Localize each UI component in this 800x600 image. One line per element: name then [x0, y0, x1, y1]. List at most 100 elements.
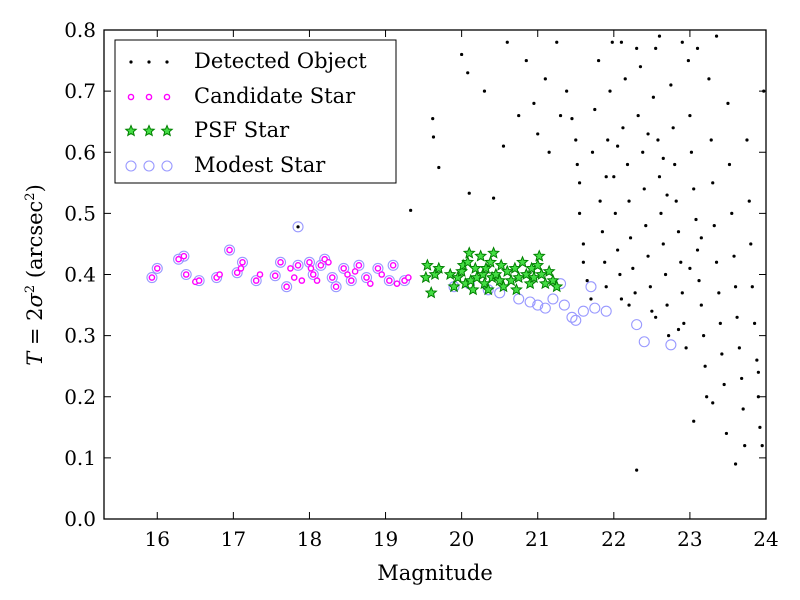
detected-object-point — [684, 346, 688, 350]
detected-object-point — [612, 175, 616, 179]
candidate-star-point — [290, 274, 298, 281]
x-tick-label: 24 — [753, 527, 778, 551]
y-axis-title-var: T — [23, 350, 47, 366]
candidate-star-point — [386, 277, 393, 284]
detected-object-point — [688, 266, 692, 270]
modest-star-point — [250, 275, 262, 287]
psf-star-point — [535, 267, 549, 281]
candidate-star-point — [325, 258, 332, 266]
modest-star-point — [180, 268, 192, 281]
y-axis-title-unit-open: (arcsec — [23, 201, 47, 285]
detected-object-point — [641, 150, 645, 154]
detected-object-point — [741, 407, 745, 411]
y-tick-label: 0.7 — [64, 79, 96, 103]
x-axis-title: Magnitude — [377, 561, 493, 585]
legend-marker-psf-star — [160, 124, 174, 137]
points-layer — [146, 34, 766, 472]
x-tick-label: 16 — [145, 527, 170, 551]
detected-object-point — [627, 199, 631, 203]
modest-star-point — [631, 319, 643, 331]
detected-object-point — [644, 224, 648, 228]
psf-star-point — [512, 270, 526, 284]
modest-star-point — [372, 262, 384, 274]
modest-star-point — [558, 299, 570, 311]
modest-star-point — [224, 244, 236, 256]
detected-object-point — [717, 291, 721, 295]
modest-star-point — [269, 270, 281, 282]
detected-object-point — [638, 65, 643, 69]
candidate-star-point — [294, 262, 302, 269]
candidate-star-point — [252, 277, 260, 284]
detected-object-point — [674, 199, 678, 203]
detected-object-point — [661, 156, 665, 160]
candidate-star-point — [175, 255, 182, 263]
detected-object-point — [575, 162, 579, 167]
candidate-star-point — [367, 280, 374, 287]
candidate-star-point — [340, 265, 347, 272]
modest-star-point — [665, 339, 677, 351]
detected-object-point — [722, 382, 726, 387]
legend-marker-psf-star — [124, 124, 138, 137]
psf-star-point — [420, 258, 434, 271]
psf-star-point — [487, 246, 501, 259]
psf-star-point — [538, 276, 552, 290]
detected-object-point — [732, 254, 736, 258]
detected-object-point — [663, 272, 668, 277]
detected-object-point — [699, 236, 703, 240]
x-tick-label: 17 — [221, 527, 246, 551]
candidate-star-point — [195, 277, 203, 284]
modest-star-point — [524, 296, 536, 308]
detected-object-point — [680, 291, 684, 295]
modest-star-point — [600, 305, 612, 317]
detected-object-point — [604, 285, 608, 289]
y-tick-label: 0.2 — [64, 385, 96, 409]
detected-object-point — [409, 208, 413, 212]
legend-markers — [124, 60, 174, 172]
detected-object-point — [600, 230, 605, 234]
detected-object-point — [720, 352, 724, 356]
detected-object-point — [606, 138, 610, 142]
detected-object-point — [558, 113, 563, 118]
psf-star-point — [466, 282, 480, 296]
detected-object-point — [547, 150, 551, 154]
y-tick-label: 0.3 — [64, 324, 96, 348]
modest-star-point — [577, 305, 589, 317]
detected-object-point — [574, 138, 578, 142]
detected-object-point — [501, 144, 506, 148]
x-tick-label: 19 — [373, 527, 398, 551]
candidate-star-point — [287, 265, 294, 272]
modest-star-point — [211, 272, 223, 284]
psf-star-point — [474, 249, 488, 262]
detected-object-point — [467, 191, 471, 195]
detected-object-point — [654, 315, 658, 319]
plot-area — [146, 34, 766, 472]
y-axis-title-unit-sup: 2 — [23, 192, 38, 200]
y-tick-label: 0.5 — [64, 201, 96, 225]
detected-object-point — [431, 117, 435, 121]
detected-object-point — [694, 217, 698, 222]
detected-object-point — [650, 309, 654, 313]
modest-star-point — [494, 287, 506, 299]
psf-star-point — [428, 267, 442, 281]
detected-object-point — [581, 242, 585, 246]
detected-object-point — [758, 425, 762, 429]
detected-object-point — [631, 266, 635, 270]
legend-marker-modest-star — [125, 160, 137, 172]
detected-object-point — [598, 199, 602, 203]
candidate-star-point — [226, 246, 233, 254]
modest-star-point — [547, 293, 559, 305]
detected-object-point — [727, 162, 732, 167]
detected-object-point — [621, 126, 625, 130]
legend-marker-candidate-star — [163, 93, 171, 101]
y-axis-title: T = 2σ2 (arcsec2) — [23, 184, 47, 366]
detected-object-point — [466, 71, 470, 75]
detected-object-point — [676, 327, 681, 332]
x-tick-label: 23 — [677, 527, 702, 551]
y-tick-label: 0.6 — [64, 140, 96, 164]
candidate-star-point — [277, 258, 284, 266]
detected-object-point — [437, 165, 441, 170]
psf-star-point — [531, 258, 545, 271]
psf-star-point — [451, 270, 465, 284]
detected-object-point — [733, 462, 738, 466]
detected-object-point — [589, 297, 593, 301]
